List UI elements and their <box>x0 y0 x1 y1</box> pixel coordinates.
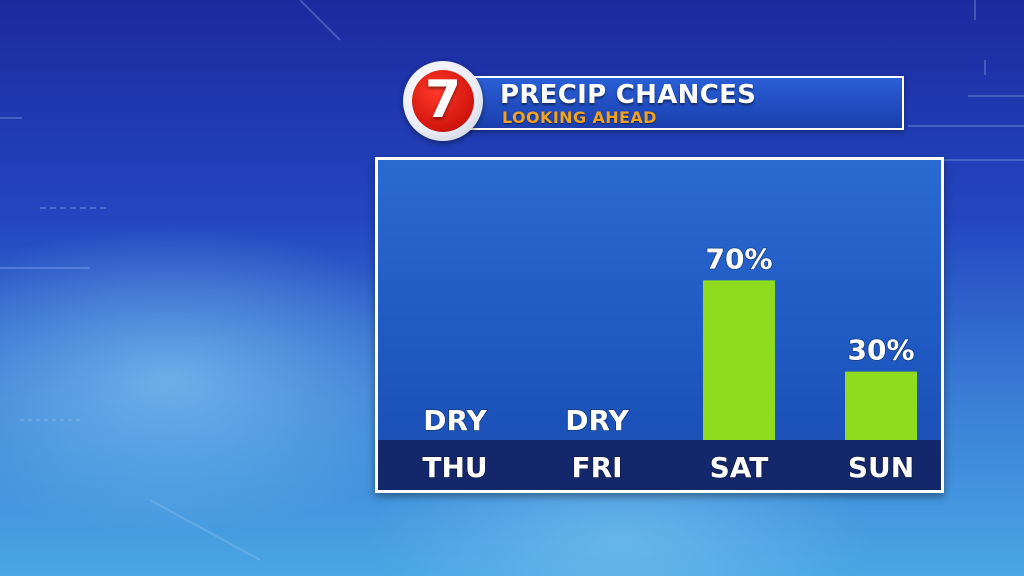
chart-title: PRECIP CHANCES <box>500 80 757 110</box>
precip-bar-chart: DRY THU DRY FRI 70% SAT 30% SUN <box>378 242 941 490</box>
bar-sat <box>703 280 775 440</box>
logo-red-disc: 7 <box>412 70 474 132</box>
data-label-thu: DRY <box>423 404 487 437</box>
day-label-sat: SAT <box>710 451 769 484</box>
data-label-fri: DRY <box>565 404 629 437</box>
title-banner: PRECIP CHANCES LOOKING AHEAD <box>452 76 904 130</box>
day-label-sun: SUN <box>848 451 914 484</box>
data-label-sun: 30% <box>847 334 914 367</box>
bar-sun <box>845 371 917 440</box>
chart-panel: DRY THU DRY FRI 70% SAT 30% SUN <box>375 157 944 493</box>
logo-number: 7 <box>424 70 462 130</box>
station-logo: 7 <box>403 61 483 141</box>
day-label-thu: THU <box>422 451 487 484</box>
data-label-sat: 70% <box>705 242 772 275</box>
day-label-band <box>378 440 941 490</box>
chart-subtitle: LOOKING AHEAD <box>502 108 657 127</box>
day-label-fri: FRI <box>571 451 622 484</box>
